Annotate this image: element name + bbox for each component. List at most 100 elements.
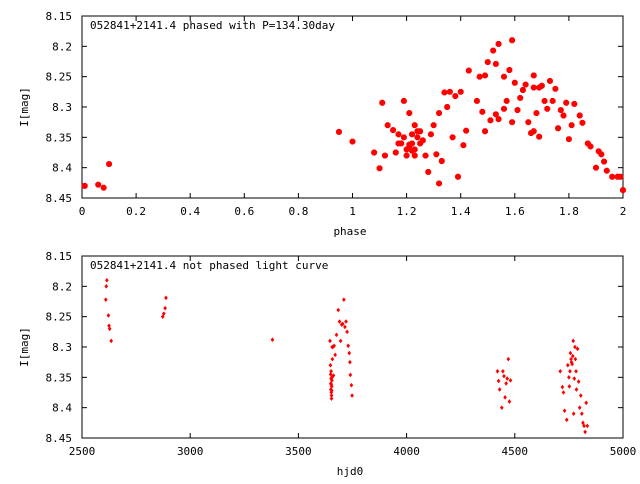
data-point: [103, 297, 108, 302]
data-points: [103, 277, 590, 435]
data-point: [338, 338, 343, 344]
y-tick-label: 8.3: [52, 341, 72, 354]
data-point: [578, 393, 583, 398]
data-point: [452, 93, 459, 100]
x-tick-label: 1.4: [451, 205, 471, 218]
data-point: [501, 73, 507, 80]
data-point: [564, 417, 569, 423]
data-point: [349, 138, 356, 145]
data-point: [533, 110, 540, 117]
data-point: [620, 187, 626, 194]
data-point: [161, 311, 166, 316]
x-tick-label: 1.2: [397, 205, 417, 218]
data-point: [577, 405, 582, 410]
y-tick-label: 8.15: [46, 250, 73, 263]
data-point: [552, 85, 559, 92]
data-point: [617, 173, 624, 180]
data-point: [575, 346, 580, 352]
data-point: [576, 379, 581, 384]
data-point: [484, 59, 491, 66]
data-point: [449, 134, 456, 141]
data-point: [348, 372, 353, 378]
data-point: [536, 133, 543, 140]
data-point: [106, 313, 111, 318]
plot-frame: [81, 15, 624, 199]
data-point: [436, 180, 443, 187]
data-point: [482, 128, 488, 135]
data-point: [583, 429, 587, 435]
x-tick-label: 0.4: [180, 205, 200, 218]
data-point: [598, 151, 605, 158]
plot-frame: [81, 255, 624, 439]
data-point: [509, 119, 516, 126]
data-point: [460, 142, 467, 149]
data-point: [446, 88, 453, 95]
data-point: [584, 400, 589, 406]
data-point: [547, 77, 553, 84]
data-point: [473, 97, 480, 104]
data-point: [557, 107, 564, 113]
y-tick-label: 8.25: [46, 311, 73, 324]
light-curve-panel: 2500 3000 3500 4000 4500 5000 8.15 8.2 8.25 8.3 8.…: [18, 250, 636, 478]
data-point: [582, 423, 586, 429]
data-point: [330, 378, 334, 383]
data-point: [411, 146, 418, 153]
data-point: [592, 164, 599, 171]
y-tick-label: 8.25: [46, 71, 73, 84]
axis-ticks: 2500 3000 3500 4000 4500 5000 8.15 8.2 8.25 8.3 8.…: [46, 250, 637, 458]
data-point: [506, 356, 511, 362]
data-point: [411, 152, 418, 159]
y-tick-label: 8.35: [46, 131, 73, 144]
data-point: [568, 368, 572, 374]
data-point: [328, 338, 332, 344]
data-point: [427, 131, 434, 138]
data-point: [329, 388, 334, 393]
data-point: [571, 338, 576, 344]
data-point: [585, 423, 590, 429]
data-point: [570, 353, 575, 359]
data-point: [105, 277, 109, 283]
data-point: [425, 168, 432, 175]
data-point: [530, 72, 537, 79]
x-tick-label: 2: [620, 205, 627, 218]
data-point: [574, 368, 578, 374]
x-tick-label: 0.6: [234, 205, 254, 218]
data-point: [601, 158, 608, 165]
data-point: [499, 405, 504, 410]
data-point: [163, 305, 167, 311]
data-point: [565, 136, 572, 143]
data-point: [505, 376, 510, 381]
data-point: [504, 381, 508, 386]
data-point: [492, 60, 499, 67]
data-point: [342, 297, 346, 302]
data-point: [329, 368, 333, 374]
data-point: [400, 134, 407, 141]
data-point: [507, 399, 512, 404]
data-point: [541, 97, 548, 104]
data-point: [106, 161, 113, 167]
data-point: [414, 134, 421, 141]
data-point: [560, 384, 565, 390]
data-point: [398, 140, 405, 147]
data-point: [567, 384, 572, 389]
axis-ticks: 0 0.2 0.4 0.6 0.8 1 1.2 1.4 1.6 1.8 2 8.15 8.2 8.25 8.…: [46, 10, 627, 218]
y-axis-label: I[mag]: [18, 87, 31, 127]
data-point: [501, 368, 505, 374]
data-point: [549, 97, 556, 104]
data-point: [455, 173, 461, 180]
data-point: [603, 167, 610, 174]
data-point: [438, 158, 445, 164]
data-point: [346, 343, 351, 349]
data-point: [384, 122, 391, 129]
data-point: [495, 368, 500, 374]
data-point: [336, 307, 341, 313]
y-axis-label: I[mag]: [18, 327, 31, 367]
x-tick-label: 0.2: [126, 205, 146, 218]
data-point: [495, 40, 502, 47]
data-point: [81, 182, 88, 189]
x-tick-label: 1.8: [559, 205, 579, 218]
data-point: [328, 372, 333, 377]
data-point: [490, 47, 497, 54]
